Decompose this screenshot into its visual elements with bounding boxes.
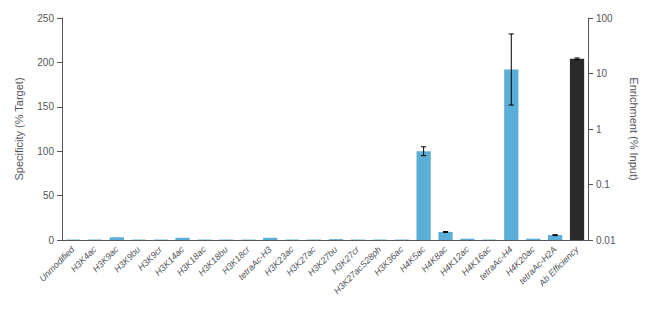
svg-text:tetraAc-H2A: tetraAc-H2A xyxy=(517,244,559,287)
svg-text:H3K27cr: H3K27cr xyxy=(329,244,362,277)
svg-text:Specificity (% Target): Specificity (% Target) xyxy=(13,77,25,180)
svg-text:H3K4ac: H3K4ac xyxy=(68,244,99,275)
svg-text:H3K36ac: H3K36ac xyxy=(372,244,406,278)
svg-text:H3K18bu: H3K18bu xyxy=(196,244,230,278)
svg-text:H3K23ac: H3K23ac xyxy=(262,244,296,278)
svg-text:Enrichment (% Input): Enrichment (% Input) xyxy=(628,77,640,180)
svg-text:H4K5ac: H4K5ac xyxy=(397,244,428,275)
svg-text:Ab Efficiency: Ab Efficiency xyxy=(536,244,581,289)
svg-text:H3K18cr: H3K18cr xyxy=(220,244,252,277)
svg-text:100: 100 xyxy=(596,13,613,24)
svg-text:0.1: 0.1 xyxy=(596,179,610,190)
svg-text:tetraAc-H4: tetraAc-H4 xyxy=(477,244,515,282)
svg-text:H4K12ac: H4K12ac xyxy=(437,244,471,278)
svg-text:H3K9bu: H3K9bu xyxy=(112,244,142,274)
svg-text:H3K27ac: H3K27ac xyxy=(284,244,318,278)
svg-text:1: 1 xyxy=(596,124,602,135)
svg-text:tetraAc-H3: tetraAc-H3 xyxy=(236,244,274,282)
svg-text:100: 100 xyxy=(37,146,54,157)
svg-text:H3K27bu: H3K27bu xyxy=(305,244,340,278)
svg-text:H3K9ac: H3K9ac xyxy=(90,244,121,275)
svg-text:H3K14ac: H3K14ac xyxy=(152,244,187,278)
svg-text:150: 150 xyxy=(37,101,54,112)
svg-text:H3K9cr: H3K9cr xyxy=(135,244,165,273)
svg-text:250: 250 xyxy=(37,13,54,24)
svg-text:H4K8ac: H4K8ac xyxy=(419,244,450,275)
svg-text:H4K20ac: H4K20ac xyxy=(503,244,537,278)
svg-text:Unmodified: Unmodified xyxy=(37,244,77,284)
svg-text:10: 10 xyxy=(596,68,608,79)
svg-text:H3K18ac: H3K18ac xyxy=(174,244,208,278)
svg-text:50: 50 xyxy=(43,190,55,201)
svg-text:0.01: 0.01 xyxy=(596,235,616,246)
svg-text:H3K27acS28ph: H3K27acS28ph xyxy=(331,244,384,297)
svg-text:200: 200 xyxy=(37,57,54,68)
svg-text:H4K16ac: H4K16ac xyxy=(459,244,493,278)
svg-text:0: 0 xyxy=(48,235,54,246)
